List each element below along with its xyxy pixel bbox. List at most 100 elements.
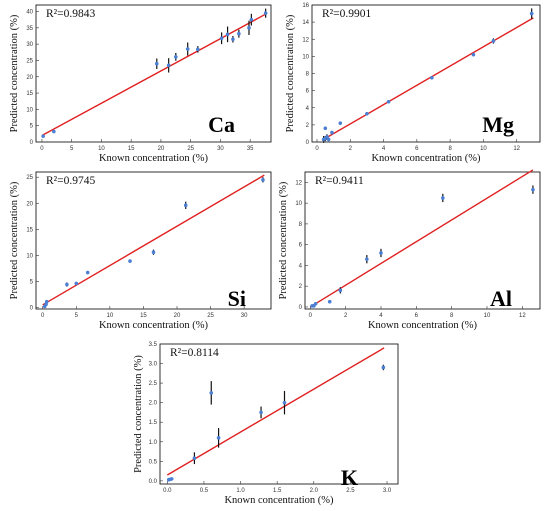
silicon-panel: 0 5 10 15 20 25 30 0 5 10 15 20 25 R²=0.9745 Si Known c… (9, 171, 272, 331)
data-point (381, 365, 386, 370)
data-point (249, 17, 254, 22)
data-point (386, 99, 391, 104)
data-point (52, 129, 56, 134)
plot-frame (35, 4, 272, 143)
y-tick-label: 3.0 (149, 362, 158, 368)
y-tick-label: 10 (295, 201, 302, 207)
plot-frame (159, 343, 399, 485)
data-point (44, 299, 49, 304)
regression-line (166, 347, 385, 476)
x-tick-label: 0 (41, 313, 45, 319)
data-point (259, 410, 263, 415)
r-squared-label: R²=0.9745 (46, 175, 95, 187)
regression-line (42, 174, 265, 306)
y-tick-label: 2.0 (149, 401, 158, 407)
x-tick-label: 15 (140, 313, 147, 319)
x-tick-label: 20 (158, 146, 165, 152)
y-tick-label: 2 (299, 284, 303, 290)
y-tick-label: 15 (26, 227, 33, 233)
y-tick-label: 1.0 (149, 440, 158, 446)
data-point (531, 187, 535, 192)
data-point (326, 137, 331, 142)
data-point (225, 32, 230, 37)
y-tick-label: 0 (299, 305, 303, 311)
y-tick-label: 5 (30, 124, 34, 130)
x-tick-label: 6 (415, 146, 419, 152)
x-tick-label: 3.0 (383, 488, 392, 494)
data-point (219, 36, 224, 41)
x-axis-label: Known concentration (%) (224, 495, 334, 506)
data-point (41, 134, 45, 138)
x-tick-label: 1.5 (273, 488, 282, 494)
data-point (85, 270, 90, 275)
y-tick-label: 4 (306, 106, 310, 112)
y-tick-label: 25 (26, 58, 33, 64)
r-squared-label: R²=0.8114 (170, 347, 219, 359)
data-point (169, 477, 174, 481)
r-squared-label: R²=0.9843 (46, 8, 95, 20)
x-tick-label: 0 (40, 146, 44, 152)
regression-line (321, 17, 534, 141)
x-tick-label: 0.5 (200, 488, 209, 494)
x-tick-label: 4 (382, 146, 386, 152)
y-tick-label: 15 (26, 91, 33, 97)
data-point (128, 259, 132, 263)
data-point (174, 55, 178, 59)
y-tick-label: 20 (26, 75, 33, 81)
y-tick-label: 8 (299, 222, 303, 228)
y-tick-label: 6 (299, 243, 303, 249)
regression-line (309, 169, 534, 308)
aluminum-panel: 0 2 4 6 8 10 12 0 2 4 6 8 10 12 R²=0.9411 Al Known conce… (278, 169, 541, 331)
x-tick-label: 2.0 (310, 488, 319, 494)
data-point (65, 282, 69, 287)
x-tick-label: 30 (217, 146, 224, 152)
y-tick-label: 30 (26, 42, 33, 48)
data-point (491, 39, 496, 43)
data-point (379, 251, 383, 255)
x-tick-label: 1.0 (236, 488, 245, 494)
data-point (313, 302, 318, 306)
x-tick-label: 6 (415, 313, 419, 319)
y-tick-label: 0.5 (149, 459, 158, 465)
y-tick-label: 8 (306, 72, 310, 78)
r-squared-label: R²=0.9411 (315, 175, 364, 187)
x-tick-label: 20 (174, 313, 181, 319)
x-tick-label: 0 (315, 146, 319, 152)
data-point (154, 61, 159, 66)
data-point (330, 130, 334, 135)
y-tick-label: 35 (26, 26, 33, 32)
y-tick-label: 2.5 (149, 381, 158, 387)
x-tick-label: 0.0 (163, 488, 172, 494)
x-tick-label: 5 (75, 313, 79, 319)
y-axis-label: Predicted concentration (%) (133, 355, 144, 473)
element-label: Al (490, 286, 512, 311)
data-point (209, 391, 214, 395)
x-tick-label: 30 (241, 313, 248, 319)
x-tick-label: 0 (309, 313, 313, 319)
x-tick-label: 12 (513, 146, 520, 152)
magnesium-panel: 0 2 4 6 8 10 12 0 2 4 6 8 10 12 14 16 R²=0.9901 Mg Known c… (285, 3, 541, 164)
y-tick-label: 10 (302, 54, 309, 60)
y-tick-label: 16 (302, 3, 309, 9)
data-point (365, 111, 369, 116)
data-point (185, 47, 190, 51)
data-point (365, 257, 369, 261)
data-point (263, 11, 268, 15)
y-tick-label: 14 (302, 20, 309, 26)
x-tick-label: 12 (519, 313, 526, 319)
x-tick-label: 15 (128, 146, 135, 152)
element-label: Mg (482, 112, 514, 137)
x-tick-label: 10 (98, 146, 105, 152)
x-axis-label: Known concentration (%) (371, 153, 481, 164)
data-point (430, 75, 434, 80)
x-axis-label: Known concentration (%) (368, 320, 478, 331)
data-point (183, 203, 188, 208)
data-point (471, 52, 476, 57)
y-tick-label: 6 (306, 89, 310, 95)
x-tick-label: 25 (187, 146, 194, 152)
data-point (192, 456, 197, 460)
data-point (216, 436, 221, 440)
data-point (231, 37, 235, 42)
y-axis-label: Predicted concentration (%) (9, 181, 20, 299)
